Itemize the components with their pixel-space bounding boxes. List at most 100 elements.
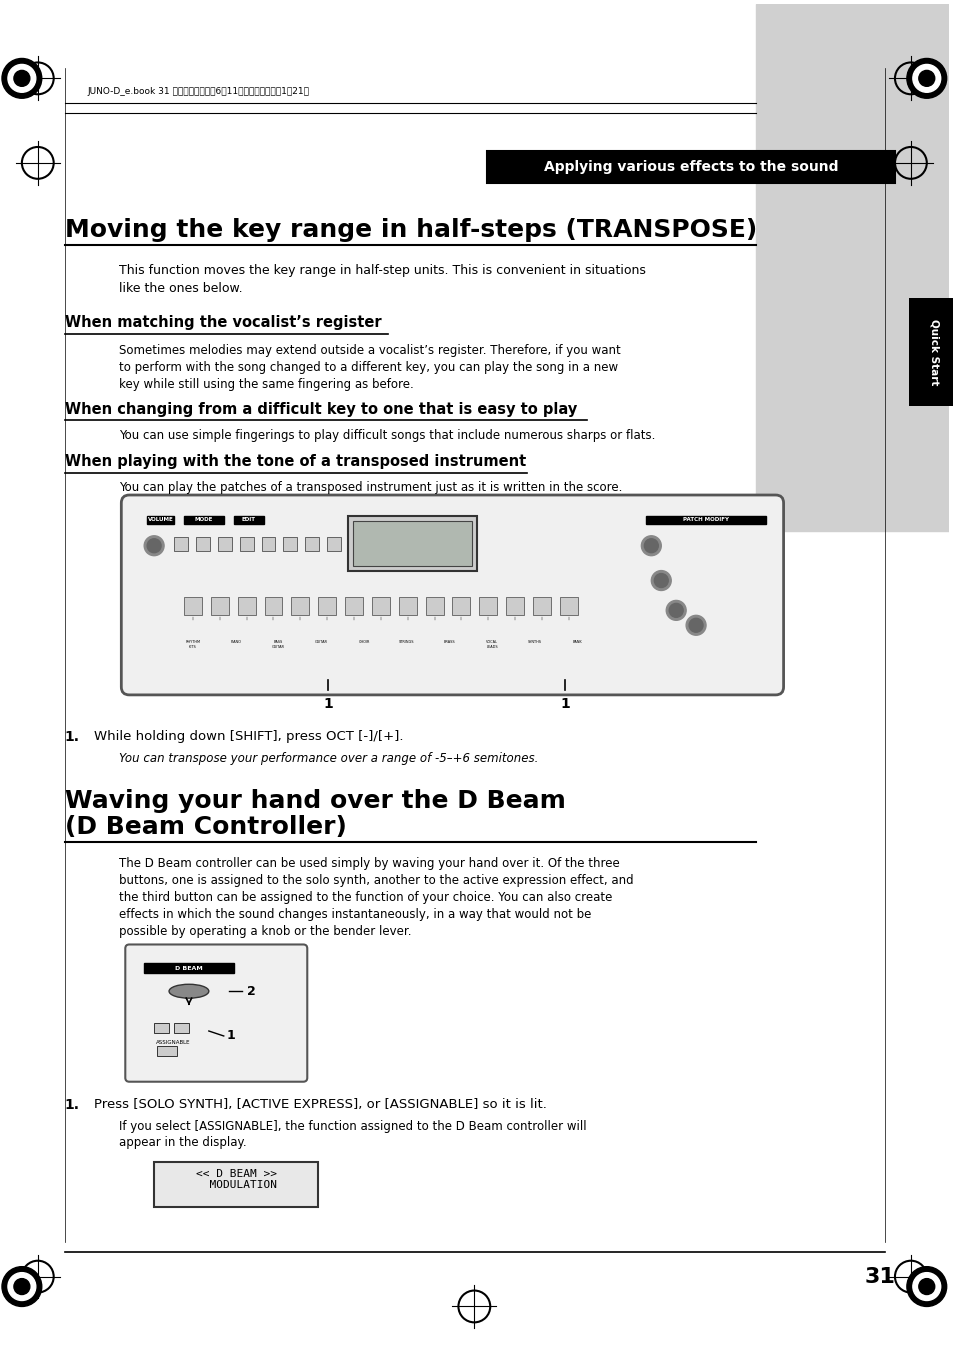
Bar (173, 536, 188, 551)
Bar (217, 536, 232, 551)
Bar (154, 1162, 318, 1206)
Text: JUNO-D_e.book 31 ページ２００４年6月11日　金曜日　午後1時21分: JUNO-D_e.book 31 ページ２００４年6月11日 金曜日 午後1時2… (88, 86, 309, 96)
Text: STRINGS: STRINGS (398, 640, 414, 644)
Text: You can transpose your performance over a range of -5–+6 semitones.: You can transpose your performance over … (119, 751, 538, 765)
Text: RHYTHM
KITS: RHYTHM KITS (185, 640, 200, 648)
Text: Waving your hand over the D Beam: Waving your hand over the D Beam (65, 789, 565, 813)
FancyBboxPatch shape (125, 944, 307, 1082)
Bar (291, 597, 309, 615)
Bar (425, 597, 443, 615)
Bar (533, 597, 550, 615)
Text: MODE: MODE (194, 517, 213, 523)
Text: (D Beam Controller): (D Beam Controller) (65, 815, 346, 839)
Text: EDIT: EDIT (241, 517, 255, 523)
Bar (559, 597, 578, 615)
Text: You can play the patches of a transposed instrument just as it is written in the: You can play the patches of a transposed… (119, 481, 622, 494)
Bar (506, 597, 523, 615)
Text: 1.: 1. (65, 730, 79, 743)
Circle shape (906, 58, 945, 99)
Text: possible by operating a knob or the bender lever.: possible by operating a knob or the bend… (119, 924, 412, 938)
Text: You can use simple fingerings to play difficult songs that include numerous shar: You can use simple fingerings to play di… (119, 430, 655, 442)
Text: Applying various effects to the sound: Applying various effects to the sound (543, 159, 838, 174)
Text: This function moves the key range in half-step units. This is convenient in situ: This function moves the key range in hal… (119, 265, 645, 277)
Bar (305, 536, 319, 551)
Text: When matching the vocalist’s register: When matching the vocalist’s register (65, 315, 381, 330)
Text: Press [SOLO SYNTH], [ACTIVE EXPRESS], or [ASSIGNABLE] so it is lit.: Press [SOLO SYNTH], [ACTIVE EXPRESS], or… (94, 1097, 547, 1111)
Circle shape (640, 536, 660, 555)
Circle shape (144, 536, 164, 555)
Bar (452, 597, 470, 615)
Bar (348, 516, 476, 570)
Text: key while still using the same fingering as before.: key while still using the same fingering… (119, 378, 414, 390)
Circle shape (643, 539, 658, 553)
Bar (646, 516, 765, 524)
Circle shape (14, 1278, 30, 1294)
Circle shape (688, 619, 702, 632)
Bar (157, 1046, 177, 1056)
Text: 31: 31 (863, 1267, 894, 1286)
Text: PIANO: PIANO (230, 640, 241, 644)
Bar (398, 597, 416, 615)
Text: Moving the key range in half-steps (TRANSPOSE): Moving the key range in half-steps (TRAN… (65, 218, 756, 242)
Text: to perform with the song changed to a different key, you can play the song in a : to perform with the song changed to a di… (119, 361, 618, 374)
Circle shape (8, 65, 36, 92)
Bar (261, 536, 275, 551)
Text: SYNTHS: SYNTHS (527, 640, 541, 644)
Text: BRASS: BRASS (443, 640, 455, 644)
Text: 1: 1 (559, 697, 569, 711)
Text: BANK: BANK (572, 640, 582, 644)
Text: 1.: 1. (65, 1097, 79, 1112)
Bar (184, 516, 224, 524)
Text: The D Beam controller can be used simply by waving your hand over it. Of the thr: The D Beam controller can be used simply… (119, 857, 619, 870)
Circle shape (147, 539, 161, 553)
Text: If you select [ASSIGNABLE], the function assigned to the D Beam controller will: If you select [ASSIGNABLE], the function… (119, 1120, 586, 1132)
Circle shape (665, 600, 685, 620)
Circle shape (651, 570, 671, 590)
Bar (283, 536, 297, 551)
Circle shape (912, 1273, 940, 1301)
Text: 1: 1 (227, 1029, 235, 1043)
Text: D BEAM: D BEAM (175, 966, 203, 971)
Bar (195, 536, 210, 551)
Text: ASSIGNABLE: ASSIGNABLE (156, 1040, 191, 1044)
Text: << D BEAM >>
  MODULATION: << D BEAM >> MODULATION (195, 1169, 276, 1190)
Bar (372, 597, 390, 615)
Text: appear in the display.: appear in the display. (119, 1136, 247, 1150)
Bar (144, 963, 233, 973)
Circle shape (14, 70, 30, 86)
Text: Quick Start: Quick Start (929, 319, 939, 385)
Bar (233, 516, 263, 524)
Text: PATCH MODIFY: PATCH MODIFY (682, 517, 728, 523)
Circle shape (2, 1267, 42, 1306)
Bar (154, 1023, 169, 1034)
Text: Sometimes melodies may extend outside a vocalist’s register. Therefore, if you w: Sometimes melodies may extend outside a … (119, 345, 620, 357)
Text: GUITAR: GUITAR (314, 640, 327, 644)
Text: buttons, one is assigned to the solo synth, another to the active expression eff: buttons, one is assigned to the solo syn… (119, 874, 634, 886)
Circle shape (654, 574, 667, 588)
Text: the third button can be assigned to the function of your choice. You can also cr: the third button can be assigned to the … (119, 890, 612, 904)
Bar (353, 521, 472, 566)
Text: 1: 1 (323, 697, 333, 711)
Circle shape (906, 1267, 945, 1306)
Circle shape (2, 58, 42, 99)
Bar (755, 4, 947, 531)
Circle shape (8, 1273, 36, 1301)
Text: When playing with the tone of a transposed instrument: When playing with the tone of a transpos… (65, 454, 525, 469)
Bar (184, 597, 202, 615)
Ellipse shape (169, 985, 209, 998)
Bar (327, 536, 341, 551)
Text: When changing from a difficult key to one that is easy to play: When changing from a difficult key to on… (65, 401, 577, 416)
Text: While holding down [SHIFT], press OCT [-]/[+].: While holding down [SHIFT], press OCT [-… (94, 730, 403, 743)
Circle shape (918, 1278, 934, 1294)
Circle shape (685, 615, 705, 635)
Circle shape (669, 604, 682, 617)
Circle shape (918, 70, 934, 86)
Bar (211, 597, 229, 615)
Text: like the ones below.: like the ones below. (119, 282, 243, 296)
Text: 2: 2 (247, 985, 255, 998)
Text: effects in which the sound changes instantaneously, in a way that would not be: effects in which the sound changes insta… (119, 908, 591, 920)
Text: VOLUME: VOLUME (148, 517, 173, 523)
Text: VOCAL
LEADS: VOCAL LEADS (486, 640, 497, 648)
Bar (478, 597, 497, 615)
Bar (173, 1023, 189, 1034)
